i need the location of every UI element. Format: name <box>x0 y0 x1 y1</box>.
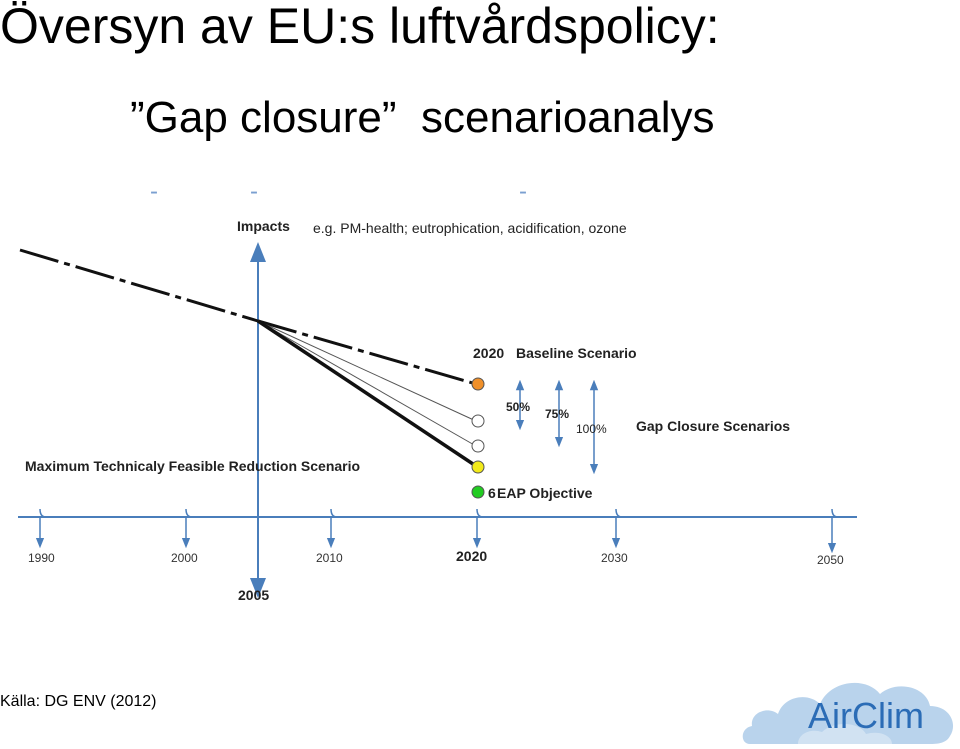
gap-marker-50 <box>471 414 485 428</box>
pct-75: 75% <box>545 407 569 421</box>
year-2050: 2050 <box>817 553 844 567</box>
page-title: Översyn av EU:s luftvårdspolicy: <box>0 0 720 54</box>
baseline-label-prefix: 2020 <box>473 345 504 361</box>
gap-closure-label: Gap Closure Scenarios <box>636 418 790 434</box>
objective-label: EAP Objective <box>497 485 593 501</box>
logo-text: AirClim <box>808 695 924 736</box>
tick-2030 <box>616 508 622 543</box>
year-1990: 1990 <box>28 551 55 565</box>
tick-2000 <box>186 508 192 543</box>
gap-marker-75 <box>471 439 485 453</box>
gap-line-50 <box>257 320 477 422</box>
historic-trend-line <box>19 248 259 323</box>
subtitle-quote-open: ” <box>130 93 145 142</box>
impacts-note: e.g. PM-health; eutrophication, acidific… <box>313 220 627 236</box>
tick-2050 <box>832 508 838 548</box>
airclim-logo: AirClim <box>742 682 954 744</box>
objective-label-prefix: 6 <box>488 485 496 501</box>
year-ticks <box>40 508 838 548</box>
tick-1990 <box>40 508 46 543</box>
baseline-label: Baseline Scenario <box>516 345 637 361</box>
tick-2010 <box>331 508 337 543</box>
gap-line-75 <box>257 320 477 447</box>
baseline-marker <box>471 377 485 391</box>
mtfr-label: Maximum Technicaly Feasible Reduction Sc… <box>25 458 360 474</box>
pct-50: 50% <box>506 400 530 414</box>
y-axis-label: Impacts <box>237 218 290 234</box>
stray-dash-2: - <box>250 178 258 205</box>
year-2000: 2000 <box>171 551 198 565</box>
baseline-line <box>257 319 477 386</box>
source-note: Källa: DG ENV (2012) <box>0 693 157 710</box>
base-year-2005: 2005 <box>238 587 269 603</box>
stray-dash-3: - <box>519 178 527 205</box>
pct-100: 100% <box>576 422 607 436</box>
subtitle-rest: scenarioanalys <box>421 93 715 142</box>
year-2030: 2030 <box>601 551 628 565</box>
mtfr-line <box>257 319 477 468</box>
page-subtitle: ”Gap closure” scenarioanalys <box>130 92 715 144</box>
mtfr-marker <box>471 460 485 474</box>
year-2020: 2020 <box>456 548 487 564</box>
year-2010: 2010 <box>316 551 343 565</box>
cloud-icon <box>742 682 954 744</box>
stray-dash-1: - <box>150 178 158 205</box>
tick-2020 <box>477 508 483 543</box>
objective-marker <box>471 485 485 499</box>
subtitle-main: Gap closure <box>144 93 382 142</box>
subtitle-quote-close: ” <box>381 93 397 142</box>
